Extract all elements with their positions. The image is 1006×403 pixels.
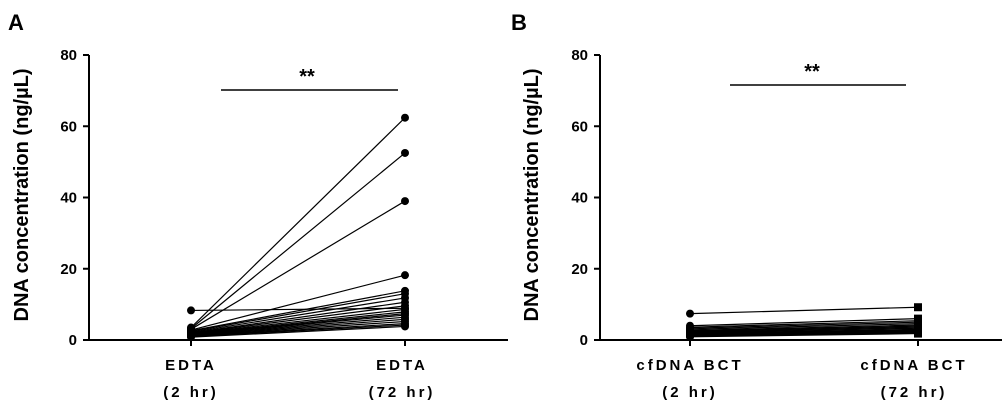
panel-a-significance-label: ** <box>299 66 315 88</box>
panel-b-pair-line-5 <box>689 323 919 330</box>
panel-a-pair-line-7 <box>190 293 406 333</box>
panel-b-y-tick-label: 80 <box>571 47 588 64</box>
panel-a-pair-line-4 <box>190 200 406 330</box>
panel-a-point-2hr-1 <box>187 306 195 315</box>
panel-a-pair-line-17 <box>190 320 406 337</box>
panel-a-category-2-time: (72 hr) <box>369 384 436 401</box>
panel-a-y-axis-label: DNA concentration (ng/µL) <box>11 69 33 322</box>
panel-a-pair-line-6 <box>190 290 406 332</box>
panel-b-pair-line-6 <box>689 324 919 331</box>
panel-b-category-2-name: cfDNA BCT <box>860 357 967 374</box>
panel-a-category-2-name: EDTA <box>376 357 428 374</box>
panel-b-pair-line-11 <box>689 329 919 335</box>
panel-a-pair-line-2 <box>190 117 406 328</box>
panel-a-pair-line-5 <box>190 274 406 331</box>
panel-a: A DNA concentration (ng/µL) EDTA (2 hr) … <box>8 10 508 401</box>
panel-a-pair-line-1 <box>190 307 406 312</box>
panel-a-y-tick-label: 20 <box>60 261 77 278</box>
panel-b-point-2hr-1 <box>686 309 694 318</box>
panel-b-y-axis-label: DNA concentration (ng/µL) <box>521 69 543 322</box>
panel-a-pair-line-11 <box>190 308 406 335</box>
panel-b-y-tick-label: 20 <box>571 261 588 278</box>
panel-b-pair-line-16 <box>689 332 919 338</box>
panel-a-y-tick-label: 40 <box>60 190 77 207</box>
panel-b-pair-line-9 <box>689 327 919 334</box>
panel-a-pair-line-8 <box>190 297 406 333</box>
panel-b-point-72hr-1 <box>914 303 922 312</box>
panel-b-label: B <box>511 10 527 35</box>
panel-a-point-72hr-5 <box>401 271 409 280</box>
panel-a-pair-line-10 <box>190 305 406 334</box>
panel-b-pair-line-7 <box>689 325 919 332</box>
panel-b-point-72hr-16 <box>914 329 922 338</box>
panel-b-pair-line-2 <box>689 318 919 327</box>
panel-b: B DNA concentration (ng/µL) cfDNA BCT (2… <box>511 10 1002 401</box>
panel-b-pair-line-10 <box>689 328 919 334</box>
panel-a-pair-line-15 <box>190 316 406 336</box>
panel-a-pair-line-9 <box>190 301 406 334</box>
panel-b-pair-line-13 <box>689 330 919 336</box>
panel-b-y-tick-label: 40 <box>571 190 588 207</box>
panel-a-pair-line-3 <box>190 152 406 330</box>
panel-a-point-2hr-20 <box>187 333 195 342</box>
panel-b-category-2-time: (72 hr) <box>881 384 948 401</box>
panel-a-pair-line-19 <box>190 324 406 338</box>
panel-b-category-1-time: (2 hr) <box>662 384 718 401</box>
panel-a-label: A <box>8 10 24 35</box>
panel-a-category-1-time: (2 hr) <box>163 384 219 401</box>
panel-a-pair-line-20 <box>190 325 406 338</box>
panel-a-y-tick-label: 80 <box>60 47 77 64</box>
panel-b-pair-line-14 <box>689 331 919 337</box>
panel-b-y-tick-label: 0 <box>580 332 588 349</box>
panel-b-pair-line-1 <box>689 306 919 315</box>
panel-b-pair-line-3 <box>689 320 919 328</box>
panel-a-point-72hr-3 <box>401 148 409 157</box>
panel-a-y-tick-label: 0 <box>69 332 77 349</box>
panel-b-significance-label: ** <box>804 61 820 83</box>
panel-b-pair-line-4 <box>689 321 919 329</box>
panel-b-point-2hr-16 <box>686 332 694 341</box>
panel-a-pair-line-16 <box>190 318 406 336</box>
panel-a-category-1-name: EDTA <box>165 357 217 374</box>
panel-a-point-72hr-20 <box>401 322 409 331</box>
panel-a-pair-line-14 <box>190 314 406 336</box>
panel-a-y-tick-label: 60 <box>60 118 77 135</box>
panel-a-point-72hr-4 <box>401 197 409 206</box>
panel-b-pair-line-8 <box>689 326 919 333</box>
panel-b-category-1-name: cfDNA BCT <box>636 357 743 374</box>
panel-b-y-tick-label: 60 <box>571 118 588 135</box>
panel-a-point-72hr-2 <box>401 113 409 122</box>
